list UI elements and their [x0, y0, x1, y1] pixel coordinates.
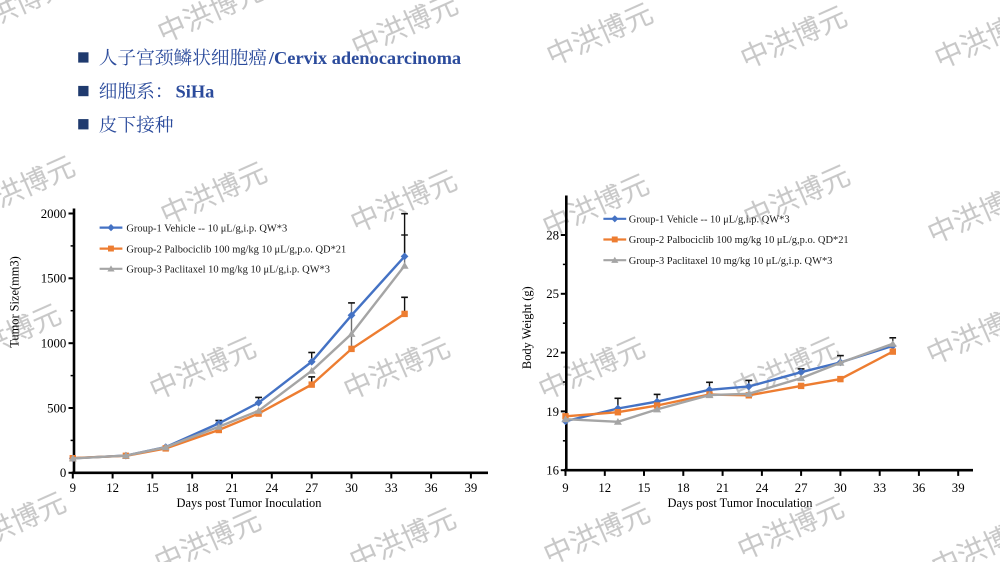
svg-text:36: 36: [913, 481, 926, 495]
svg-text:28: 28: [546, 228, 559, 242]
svg-text:36: 36: [425, 481, 438, 495]
svg-text:Group-1 Vehicle -- 10 μL/g,i.p: Group-1 Vehicle -- 10 μL/g,i.p. QW*3: [629, 215, 790, 226]
svg-text:18: 18: [186, 481, 199, 495]
svg-text:16: 16: [546, 464, 559, 478]
svg-text:21: 21: [226, 481, 239, 495]
svg-text:15: 15: [638, 481, 651, 495]
svg-text:Group-3 Paclitaxel 10 mg/kg 10: Group-3 Paclitaxel 10 mg/kg 10 μL/g,i.p.…: [629, 256, 833, 267]
svg-text:19: 19: [546, 405, 559, 419]
svg-text:27: 27: [305, 481, 318, 495]
svg-text:/Cervix adenocarcinoma: /Cervix adenocarcinoma: [268, 48, 461, 68]
svg-text:9: 9: [562, 481, 568, 495]
svg-text:24: 24: [756, 481, 769, 495]
svg-text:Days post Tumor Inoculation: Days post Tumor Inoculation: [177, 496, 322, 510]
svg-text:1500: 1500: [41, 272, 67, 286]
svg-text:Group-2 Palbociclib 100 mg/kg: Group-2 Palbociclib 100 mg/kg 10 μL/g,p.…: [629, 235, 849, 246]
svg-text:Group-1 Vehicle -- 10 μL/g,i.p: Group-1 Vehicle -- 10 μL/g,i.p. QW*3: [126, 223, 287, 234]
svg-text:Tumor Size(mm3): Tumor Size(mm3): [8, 256, 22, 347]
svg-text:SiHa: SiHa: [176, 82, 215, 102]
svg-text:30: 30: [834, 481, 847, 495]
svg-text:Days post Tumor Inoculation: Days post Tumor Inoculation: [668, 496, 813, 510]
svg-text:30: 30: [345, 481, 358, 495]
svg-text:25: 25: [546, 287, 559, 301]
svg-text:12: 12: [106, 481, 119, 495]
svg-text:27: 27: [795, 481, 808, 495]
svg-text:18: 18: [677, 481, 690, 495]
svg-text:33: 33: [873, 481, 886, 495]
svg-text:9: 9: [70, 481, 76, 495]
svg-text:Group-2 Palbociclib 100 mg/kg: Group-2 Palbociclib 100 mg/kg 10 μL/g,p.…: [126, 244, 346, 255]
svg-text:1000: 1000: [41, 337, 67, 351]
svg-text:39: 39: [465, 481, 478, 495]
svg-text:Group-3 Paclitaxel 10 mg/kg 10: Group-3 Paclitaxel 10 mg/kg 10 μL/g,i.p.…: [126, 265, 330, 276]
svg-text:21: 21: [716, 481, 729, 495]
svg-text:2000: 2000: [41, 207, 67, 221]
svg-text:22: 22: [546, 346, 559, 360]
svg-text:33: 33: [385, 481, 398, 495]
svg-text:12: 12: [598, 481, 611, 495]
svg-text:24: 24: [265, 481, 278, 495]
svg-text:15: 15: [146, 481, 159, 495]
svg-text:Body Weight (g): Body Weight (g): [520, 286, 534, 369]
svg-text:0: 0: [60, 466, 66, 480]
svg-text:39: 39: [952, 481, 965, 495]
svg-text:500: 500: [47, 401, 66, 415]
